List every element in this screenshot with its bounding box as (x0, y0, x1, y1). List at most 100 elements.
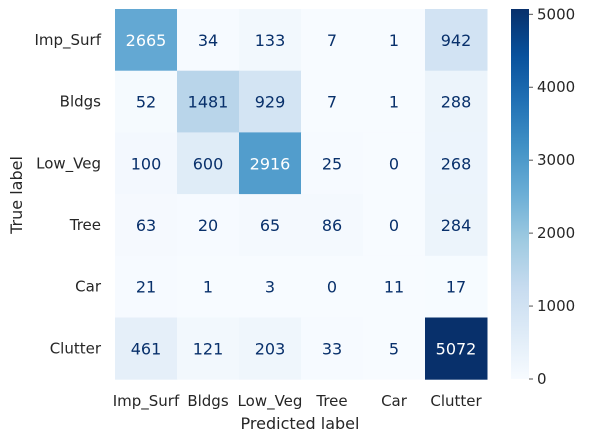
y-axis-title: True label (7, 156, 26, 235)
cell-value-label: 929 (255, 93, 286, 112)
heatmap-cell (177, 255, 240, 318)
heatmap-cell (239, 70, 302, 133)
y-tick-labels: Imp_Surf Bldgs Low_Veg Tree Car Clutter (34, 31, 101, 358)
cell-value-label: 2665 (126, 31, 167, 50)
cell-value-label: 0 (389, 154, 399, 173)
heatmap-cell (425, 9, 488, 72)
heatmap-cell (177, 194, 240, 257)
heatmap-cell (239, 132, 302, 195)
heatmap-cell (363, 255, 426, 318)
x-tick-label: Bldgs (187, 392, 229, 410)
heatmap-cell (239, 194, 302, 257)
cell-value-label: 0 (327, 278, 337, 297)
heatmap-cell (363, 70, 426, 133)
heatmap-cell (115, 194, 178, 257)
heatmap-cell (115, 255, 178, 318)
heatmap-cell (363, 317, 426, 380)
cell-value-label: 7 (327, 31, 337, 50)
colorbar-tick-label: 2000 (537, 224, 575, 242)
heatmap-cell (177, 317, 240, 380)
heatmap-cell (425, 255, 488, 318)
heatmap-cell (115, 70, 178, 133)
cell-value-label: 3 (265, 278, 275, 297)
cell-value-label: 21 (136, 278, 156, 297)
cell-value-label: 86 (322, 216, 342, 235)
heatmap-cell (239, 255, 302, 318)
x-tick-label: Tree (315, 392, 347, 410)
cell-value-label: 17 (446, 278, 466, 297)
x-tick-label: Car (381, 392, 408, 410)
x-tick-label: Low_Veg (238, 392, 303, 411)
colorbar (511, 9, 529, 379)
heatmap-cell (239, 9, 302, 72)
cell-value-label: 65 (260, 216, 280, 235)
y-tick-label: Clutter (50, 339, 102, 357)
cell-value-label: 268 (441, 154, 472, 173)
heatmap-cell (177, 9, 240, 72)
cell-value-label: 11 (384, 278, 404, 297)
cell-value-label: 33 (322, 339, 342, 358)
heatmap-cell (115, 9, 178, 72)
heatmap-cell (115, 132, 178, 195)
heatmap-cell (363, 132, 426, 195)
cell-value-label: 1 (203, 278, 213, 297)
heatmap-cell (425, 194, 488, 257)
cell-value-label: 7 (327, 93, 337, 112)
cell-value-label: 5 (389, 339, 399, 358)
heatmap-cell (239, 317, 302, 380)
heatmap-cells (115, 9, 488, 380)
cell-value-label: 63 (136, 216, 156, 235)
cell-value-label: 20 (198, 216, 218, 235)
heatmap-cell (363, 9, 426, 72)
cell-value-label: 461 (131, 339, 162, 358)
cell-value-label: 1481 (188, 93, 229, 112)
heatmap-cell (301, 317, 364, 380)
heatmap-cell (115, 317, 178, 380)
cell-value-label: 284 (441, 216, 472, 235)
heatmap-cell (425, 70, 488, 133)
colorbar-tick-label: 1000 (537, 297, 575, 315)
cell-value-label: 34 (198, 31, 218, 50)
x-tick-label: Imp_Surf (113, 392, 180, 411)
heatmap-cell (177, 132, 240, 195)
cell-value-label: 942 (441, 31, 472, 50)
heatmap-cell (301, 9, 364, 72)
cell-value-label: 600 (193, 154, 224, 173)
cell-value-label: 203 (255, 339, 286, 358)
cell-value-label: 121 (193, 339, 224, 358)
heatmap-cell (301, 132, 364, 195)
cell-value-label: 288 (441, 93, 472, 112)
y-tick-label: Bldgs (60, 93, 102, 111)
cell-value-label: 100 (131, 154, 162, 173)
colorbar-tick-label: 4000 (537, 78, 575, 96)
colorbar-ticks: 0 1000 2000 3000 4000 5000 (529, 5, 575, 388)
heatmap-cell (301, 70, 364, 133)
heatmap-cell (301, 255, 364, 318)
x-axis-title: Predicted label (241, 414, 360, 433)
heatmap-cell (177, 70, 240, 133)
x-tick-labels: Imp_Surf Bldgs Low_Veg Tree Car Clutter (113, 392, 483, 411)
y-tick-label: Car (75, 278, 102, 296)
y-tick-label: Tree (69, 216, 101, 234)
cell-value-label: 1 (389, 93, 399, 112)
colorbar-tick-label: 5000 (537, 5, 575, 23)
cell-value-label: 25 (322, 154, 342, 173)
y-tick-label: Imp_Surf (34, 31, 101, 50)
heatmap-cell (363, 194, 426, 257)
cell-value-label: 1 (389, 31, 399, 50)
heatmap-cell (301, 194, 364, 257)
heatmap-cell (425, 317, 488, 380)
cell-value-label: 5072 (436, 339, 477, 358)
y-tick-label: Low_Veg (36, 154, 101, 173)
cell-value-label: 0 (389, 216, 399, 235)
x-tick-label: Clutter (430, 392, 482, 410)
cell-value-label: 2916 (250, 154, 291, 173)
colorbar-tick-label: 3000 (537, 151, 575, 169)
colorbar-tick-label: 0 (537, 370, 547, 388)
cell-value-label: 52 (136, 93, 156, 112)
cell-value-label: 133 (255, 31, 286, 50)
heatmap-cell (425, 132, 488, 195)
